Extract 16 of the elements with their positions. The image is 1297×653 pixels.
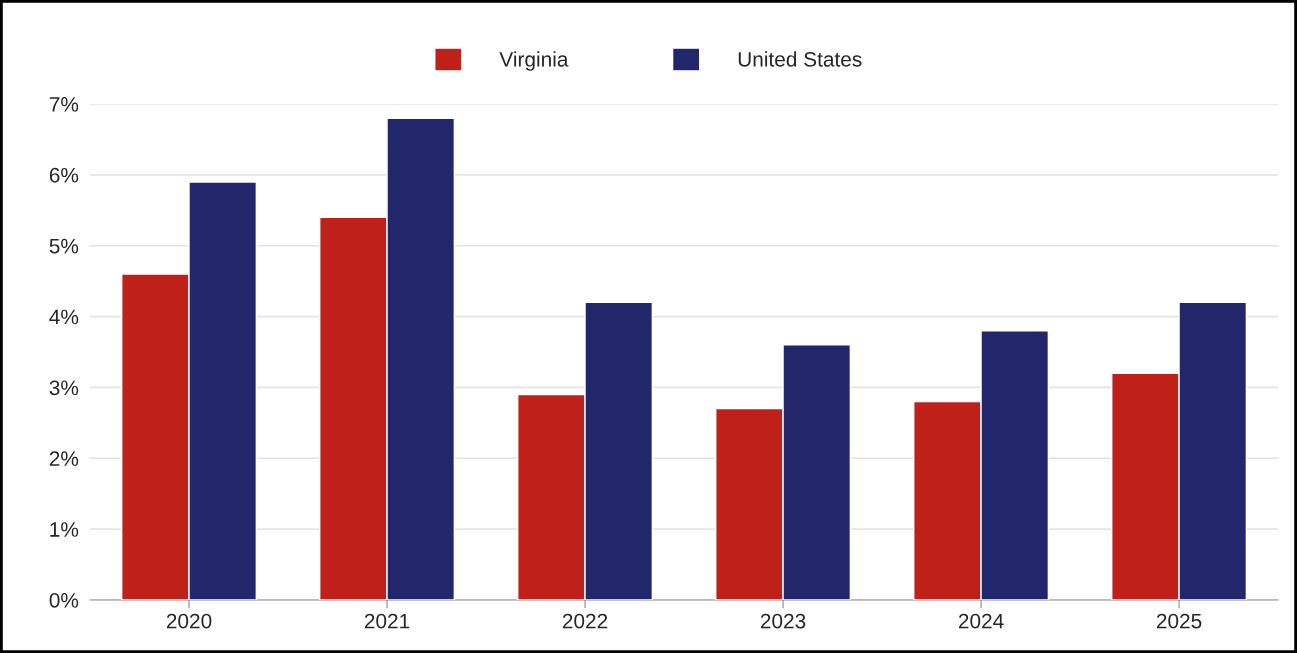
legend-label: United States: [738, 51, 862, 67]
legend-label: Virginia: [499, 51, 569, 71]
x-tick-label: 2020: [166, 613, 212, 629]
x-tick-label: 2024: [958, 613, 1004, 629]
y-tick-label: 5%: [49, 238, 79, 254]
y-tick-label: 2%: [49, 451, 79, 466]
y-tick-label: 0%: [49, 592, 79, 608]
y-tick-label: 1%: [50, 522, 79, 537]
x-tick-label: 2021: [364, 613, 410, 629]
y-tick-label: 7%: [49, 97, 79, 112]
x-tick-label: 2022: [562, 613, 608, 629]
y-tick-label: 6%: [49, 167, 79, 183]
x-tick-label: 2023: [760, 613, 806, 629]
y-tick-label: 4%: [49, 309, 79, 325]
y-tick-label: 3%: [49, 380, 79, 396]
x-tick-label: 2025: [1156, 613, 1202, 629]
